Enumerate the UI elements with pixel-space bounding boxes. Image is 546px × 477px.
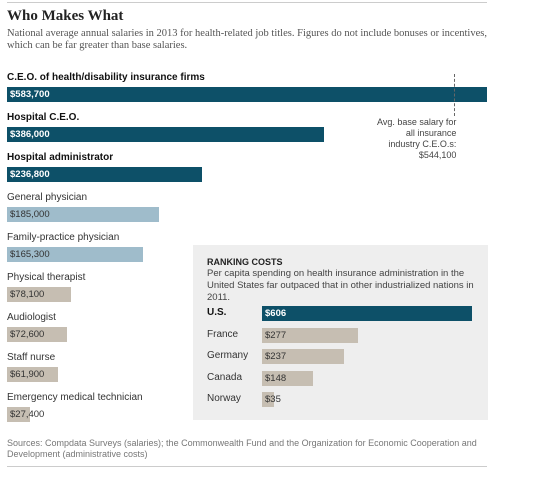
inset-title: RANKING COSTS xyxy=(207,257,283,267)
value-label: $583,700 xyxy=(10,89,50,100)
source-note: Sources: Compdata Surveys (salaries); th… xyxy=(7,438,477,459)
chart-subtitle: National average annual salaries in 2013… xyxy=(7,28,487,51)
category-label: Germany xyxy=(207,350,249,361)
bar xyxy=(7,287,72,302)
category-label: Physical therapist xyxy=(7,272,86,283)
category-label: Family-practice physician xyxy=(7,232,120,243)
category-label: Canada xyxy=(207,371,243,383)
value-label: $277 xyxy=(265,329,287,341)
bar xyxy=(262,349,345,364)
bar xyxy=(7,407,30,422)
value-label: $35 xyxy=(265,394,281,405)
top-rule xyxy=(7,2,487,3)
chart-title: Who Makes What xyxy=(7,8,124,24)
bar xyxy=(262,370,314,386)
value-label: $236,800 xyxy=(10,169,50,180)
category-label: Staff nurse xyxy=(7,352,56,363)
category-label: Norway xyxy=(207,393,241,404)
reference-line xyxy=(454,74,456,116)
category-label: Emergency medical technician xyxy=(7,392,143,403)
inset-subtitle: Per capita spending on health insurance … xyxy=(207,268,474,303)
category-label: C.E.O. of health/disability insurance fi… xyxy=(7,72,205,83)
value-label: $72,600 xyxy=(10,329,45,340)
bar xyxy=(262,306,472,321)
bottom-rule xyxy=(7,466,487,467)
category-label: Hospital C.E.O. xyxy=(7,112,80,123)
bar xyxy=(7,167,202,182)
bar xyxy=(262,327,358,343)
category-label: France xyxy=(207,328,239,340)
category-label: Audiologist xyxy=(7,312,56,323)
bar xyxy=(7,247,143,262)
bar xyxy=(7,327,67,342)
bar xyxy=(7,87,487,102)
value-label: $606 xyxy=(265,308,287,319)
bar xyxy=(262,392,275,407)
value-label: $27,400 xyxy=(10,409,45,420)
bar xyxy=(7,367,58,382)
category-label: Hospital administrator xyxy=(7,152,114,163)
reference-label: Avg. base salary for all insurance indus… xyxy=(377,117,457,160)
value-label: $78,100 xyxy=(10,289,45,300)
category-label: U.S. xyxy=(207,307,227,318)
value-label: $237 xyxy=(265,351,287,362)
bar xyxy=(7,207,160,222)
value-label: $61,900 xyxy=(10,369,45,380)
value-label: $185,000 xyxy=(10,209,50,220)
value-label: $386,000 xyxy=(10,129,50,140)
category-label: General physician xyxy=(7,192,88,203)
value-label: $165,300 xyxy=(10,249,50,260)
value-label: $148 xyxy=(265,372,287,384)
bar xyxy=(7,127,325,142)
